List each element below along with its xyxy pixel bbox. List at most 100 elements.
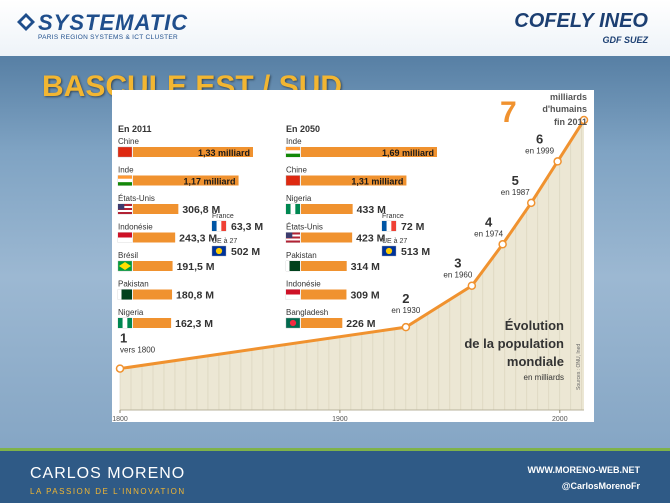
flag-stripe <box>118 212 132 214</box>
country-label: Indonésie <box>286 280 321 289</box>
population-value-label: 5 <box>512 173 519 188</box>
flag-stripe <box>296 261 300 271</box>
footer-bar: CARLOS MORENO LA PASSION DE L'INNOVATION… <box>0 448 670 503</box>
flag-stripe <box>216 221 222 231</box>
flag-stripe <box>286 240 300 243</box>
region-label: France <box>212 213 234 220</box>
flag-stripe <box>286 232 300 235</box>
country-label: Nigeria <box>118 308 144 317</box>
callout-line3: fin 2011 <box>554 117 587 127</box>
country-bar <box>301 289 347 300</box>
cofely-ineo-logo: COFELY INEO GDF SUEZ <box>514 10 648 45</box>
country-label: Nigeria <box>286 194 312 203</box>
flag-canton <box>118 204 125 210</box>
country-bar <box>133 204 179 214</box>
flag-stripe <box>118 206 132 208</box>
flag-dot <box>215 247 223 255</box>
country-value-label: 226 M <box>346 318 375 330</box>
country-value-label: 180,8 M <box>176 290 214 302</box>
flag-stripe <box>286 238 300 241</box>
chart-title-line1: Évolution <box>505 318 564 333</box>
flag-stripe <box>121 289 125 300</box>
country-bar <box>301 318 343 328</box>
population-point <box>401 322 411 332</box>
population-point <box>115 364 125 373</box>
country-bar <box>133 318 172 328</box>
population-point <box>526 198 536 208</box>
country-bar <box>301 147 437 157</box>
flag-stripe <box>286 234 300 237</box>
flag-stripe <box>221 221 226 231</box>
flag-stripe <box>118 232 132 238</box>
country-label: États-Unis <box>286 223 323 232</box>
bar-panel-title: En 2050 <box>286 124 320 134</box>
country-bar <box>301 204 353 214</box>
flag-stripe <box>382 221 387 231</box>
flag-stripe <box>118 175 132 179</box>
country-bar <box>133 232 176 243</box>
gdf-suez-logo-text: GDF SUEZ <box>602 35 648 45</box>
population-year-label: en 1930 <box>391 306 420 315</box>
flag-dot <box>289 319 297 327</box>
flag-stripe <box>118 210 132 212</box>
flag-dot <box>385 247 393 255</box>
flag-stripe <box>386 221 392 231</box>
country-bar <box>301 261 347 271</box>
systematic-logo-text: SYSTEMATIC <box>38 10 189 35</box>
country-bar <box>301 175 407 186</box>
footer-website-link[interactable]: WWW.MORENO-WEB.NET <box>527 465 640 475</box>
flag-stripe <box>118 204 132 206</box>
population-year-label: en 1999 <box>525 146 554 155</box>
population-year-label: en 1974 <box>474 229 503 238</box>
country-value-label: 243,3 M <box>179 233 217 245</box>
chart-title-line3: mondiale <box>507 354 564 369</box>
curve-area-fill <box>120 120 584 410</box>
flag-stripe <box>128 289 132 300</box>
flag-stripe <box>286 147 300 151</box>
population-year-label: en 1960 <box>443 271 472 280</box>
country-value-label: 309 M <box>350 290 379 302</box>
country-value-label: 314 M <box>351 261 380 273</box>
flag-stripe <box>118 289 122 300</box>
header-bar: SYSTEMATIC PARIS REGION SYSTEMS & ICT CL… <box>0 0 670 56</box>
flag-canton <box>286 232 293 238</box>
flag-stripe <box>118 318 123 328</box>
country-label: États-Unis <box>118 194 155 203</box>
region-label: UE à 27 <box>212 238 237 245</box>
country-label: Pakistan <box>118 280 149 289</box>
country-label: Brésil <box>118 251 138 260</box>
flag-icon <box>117 146 133 158</box>
flag-stripe <box>118 208 132 210</box>
region-value-label: 513 M <box>401 246 430 258</box>
country-value-label: 306,8 M <box>182 204 220 216</box>
country-label: Inde <box>118 166 134 175</box>
country-value-label: 162,3 M <box>175 318 213 330</box>
country-bar <box>301 232 353 243</box>
country-value-label: 1,31 milliard <box>351 177 403 187</box>
region-label: UE à 27 <box>382 238 407 245</box>
region-label: France <box>382 213 404 220</box>
flag-stripe <box>127 318 132 328</box>
country-value-label: 1,17 milliard <box>184 177 236 187</box>
callout-value: 7 <box>500 96 517 129</box>
country-label: Chine <box>118 137 139 146</box>
population-value-label: 1 <box>120 331 127 346</box>
population-value-label: 3 <box>454 256 461 271</box>
x-tick-label: 2000 <box>552 416 568 422</box>
population-value-label: 4 <box>485 214 493 229</box>
footer-author-name: CARLOS MORENO <box>30 465 186 482</box>
flag-stripe <box>290 204 296 214</box>
population-point <box>579 115 589 125</box>
population-value-label: 6 <box>536 131 543 146</box>
flag-stripe <box>286 204 291 214</box>
flag-stripe <box>286 294 300 300</box>
population-point <box>467 281 477 290</box>
flag-stripe <box>286 153 300 157</box>
region-value-label: 72 M <box>401 221 425 233</box>
footer-twitter-handle[interactable]: @CarlosMorenoFr <box>561 481 640 491</box>
country-bar <box>133 289 173 300</box>
country-value-label: 1,69 milliard <box>382 148 434 158</box>
flag-stripe <box>118 178 132 183</box>
country-bar <box>133 175 239 186</box>
